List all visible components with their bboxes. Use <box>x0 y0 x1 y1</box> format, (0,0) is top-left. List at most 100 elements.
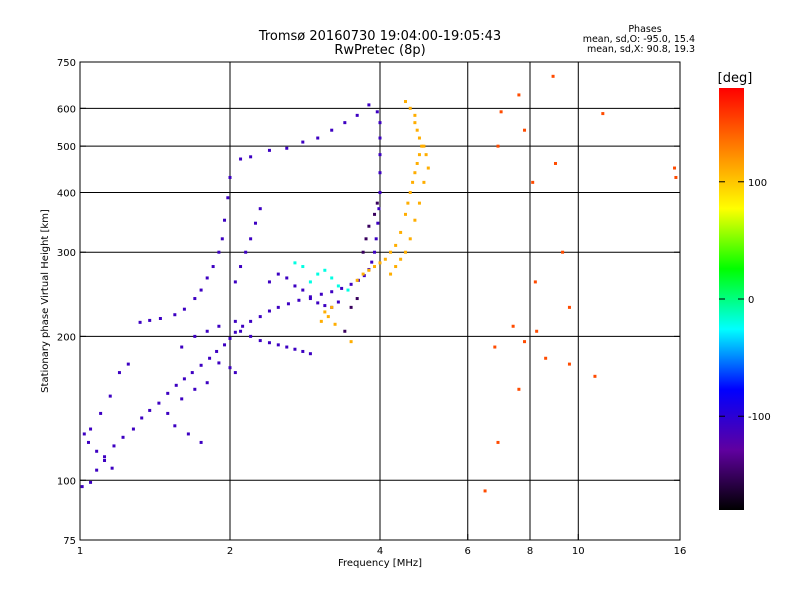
data-point <box>157 401 161 405</box>
data-point <box>561 250 565 254</box>
data-point <box>413 121 417 125</box>
data-point <box>228 366 232 370</box>
data-point <box>239 157 243 161</box>
data-point <box>378 153 382 157</box>
data-point <box>173 313 177 317</box>
data-point <box>190 371 194 375</box>
data-point <box>373 265 377 269</box>
data-point <box>233 280 237 284</box>
data-point <box>180 397 184 401</box>
data-point <box>110 466 114 470</box>
data-point <box>253 221 257 225</box>
data-point <box>408 237 412 241</box>
data-point <box>293 261 297 265</box>
data-point <box>378 121 382 125</box>
data-point <box>403 212 407 216</box>
data-point <box>148 408 152 412</box>
data-point <box>249 319 253 323</box>
data-point <box>601 112 605 116</box>
data-point <box>233 371 237 375</box>
data-point <box>424 153 428 157</box>
data-point <box>674 175 678 179</box>
data-point <box>308 352 312 356</box>
data-point <box>121 435 125 439</box>
data-point <box>239 329 243 333</box>
data-point <box>182 377 186 381</box>
x-tick-label: 2 <box>227 546 233 557</box>
data-point <box>374 237 378 241</box>
data-point <box>199 440 203 444</box>
data-point <box>408 106 412 110</box>
data-point <box>553 161 557 165</box>
x-tick-label: 8 <box>527 546 533 557</box>
data-point <box>215 349 219 353</box>
data-point <box>199 363 203 367</box>
data-point <box>267 148 271 152</box>
data-point <box>346 288 350 292</box>
grid <box>80 62 680 540</box>
y-axis-label: Stationary phase Virtual Height [km] <box>40 209 51 393</box>
data-point <box>367 268 371 272</box>
data-point <box>551 74 555 78</box>
data-point <box>336 300 340 304</box>
data-point <box>367 224 371 228</box>
data-point <box>319 319 323 323</box>
data-point <box>422 180 426 184</box>
stats-header: Phases <box>628 24 661 35</box>
data-point <box>258 315 262 319</box>
data-point <box>226 196 230 200</box>
data-point <box>301 140 305 144</box>
data-point <box>205 381 209 385</box>
data-point <box>308 280 312 284</box>
data-point <box>422 144 426 148</box>
data-point <box>355 113 359 117</box>
data-point <box>375 110 379 114</box>
data-point <box>413 113 417 117</box>
data-point <box>301 288 305 292</box>
data-point <box>233 319 237 323</box>
data-point <box>511 324 515 328</box>
data-point <box>349 340 353 344</box>
data-point <box>323 310 327 314</box>
data-point <box>286 302 290 306</box>
data-point <box>193 334 197 338</box>
data-point <box>228 175 232 179</box>
data-point <box>193 387 197 391</box>
data-point <box>417 136 421 140</box>
data-point <box>267 280 271 284</box>
data-point <box>95 468 99 472</box>
data-point <box>138 320 142 324</box>
data-point <box>193 297 197 301</box>
data-point <box>367 103 371 107</box>
data-point <box>523 128 527 132</box>
data-point <box>420 144 424 148</box>
data-point <box>211 265 215 269</box>
data-point <box>517 93 521 97</box>
y-tick-label: 200 <box>57 332 76 343</box>
x-tick-label: 4 <box>377 546 383 557</box>
data-point <box>531 180 535 184</box>
data-point <box>376 221 380 225</box>
y-tick-label: 600 <box>57 104 76 115</box>
data-point <box>417 201 421 205</box>
data-point <box>493 345 497 349</box>
data-point <box>413 171 417 175</box>
data-point <box>301 265 305 269</box>
data-point <box>180 345 184 349</box>
data-point <box>258 207 262 211</box>
data-point <box>205 329 209 333</box>
x-tick-label: 6 <box>465 546 471 557</box>
data-point <box>394 265 398 269</box>
data-point <box>293 347 297 351</box>
data-point <box>355 278 359 282</box>
data-point <box>406 201 410 205</box>
data-point <box>249 237 253 241</box>
data-point <box>378 190 382 194</box>
data-point <box>319 292 323 296</box>
data-point <box>82 432 86 436</box>
data-point <box>228 336 232 340</box>
data-point <box>544 356 548 360</box>
data-point <box>496 440 500 444</box>
chart-subtitle: RwPretec (8p) <box>334 43 425 58</box>
